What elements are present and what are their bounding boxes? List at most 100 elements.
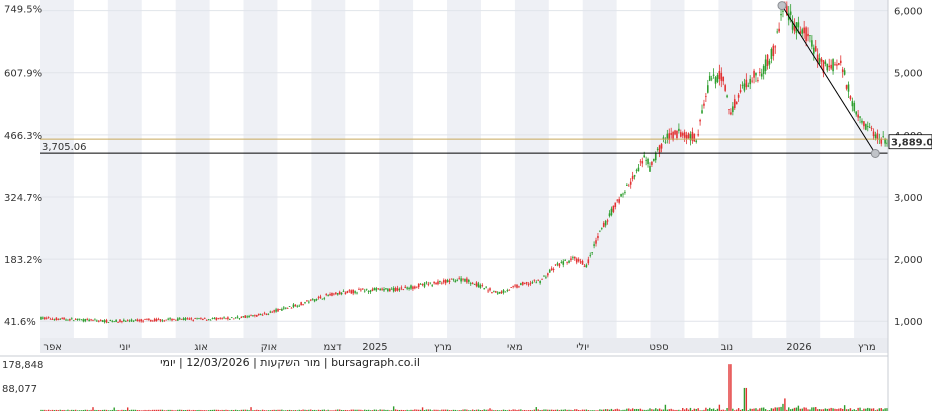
volume-bar <box>419 409 422 411</box>
candle-body <box>311 298 314 300</box>
candle-body <box>884 139 886 144</box>
candle-body <box>610 208 613 216</box>
candle-body <box>373 287 376 291</box>
volume-bar <box>547 409 549 411</box>
volume-bar <box>256 409 258 411</box>
candle-body <box>76 318 79 321</box>
candle-body <box>658 145 661 153</box>
candle-body <box>531 282 534 283</box>
candle-body <box>849 96 852 100</box>
candle-body <box>774 46 777 48</box>
candle-body <box>53 319 56 321</box>
volume-bar <box>126 407 129 411</box>
candle-body <box>466 278 468 283</box>
volume-bar <box>726 408 728 411</box>
candle-body <box>593 244 595 246</box>
volume-bar <box>240 409 243 411</box>
x-tick-label: 2025 <box>362 342 387 353</box>
candle-body <box>762 65 765 74</box>
month-band <box>786 0 821 353</box>
volume-bar <box>608 409 611 411</box>
volume-bar <box>655 408 657 411</box>
volume-bar <box>631 408 634 411</box>
candle-body <box>115 319 117 322</box>
candle-body <box>44 317 46 320</box>
candle-body <box>248 315 250 318</box>
volume-bar <box>645 409 647 411</box>
volume-bar <box>67 409 69 411</box>
candle-body <box>857 114 859 118</box>
candle-body <box>365 288 368 290</box>
candle-body <box>88 319 90 322</box>
candle-body <box>342 291 345 292</box>
candle-body <box>550 268 553 271</box>
gridlines <box>40 10 888 322</box>
last-price-label: 3,889.00 <box>891 138 932 149</box>
volume-bar <box>209 409 212 411</box>
last-price-box <box>888 134 932 150</box>
candle-body <box>99 320 102 322</box>
volume-bar <box>741 409 744 411</box>
volume-bar <box>603 409 605 411</box>
volume-bar <box>884 408 886 411</box>
candle-body <box>487 290 489 292</box>
candle-body <box>188 318 191 320</box>
candle-body <box>645 159 647 161</box>
candle-body <box>281 309 283 311</box>
candle-body <box>317 297 320 299</box>
volume-bar <box>552 409 555 411</box>
candle-body <box>495 291 497 293</box>
candle-body <box>732 106 734 113</box>
candle-body <box>614 202 617 207</box>
candle-body <box>246 316 248 318</box>
candle-body <box>103 320 106 323</box>
candle-body <box>568 260 570 263</box>
volume-bar <box>872 408 875 411</box>
candle-body <box>157 318 160 320</box>
candle-body <box>863 121 865 127</box>
candle-body <box>92 319 94 321</box>
candle-body <box>192 320 195 321</box>
volume-bar <box>59 409 61 411</box>
candle-body <box>138 320 141 322</box>
candle-body <box>360 289 362 291</box>
candle-body <box>764 59 767 71</box>
candle-body <box>298 305 301 307</box>
volume-bar <box>641 409 643 411</box>
candle-body <box>348 290 351 292</box>
candle-body <box>847 84 850 92</box>
candle-body <box>390 288 393 290</box>
volume-bar <box>712 408 715 411</box>
candle-body <box>608 213 611 217</box>
volume-bar <box>537 409 539 411</box>
volume-bar <box>581 409 584 411</box>
candle-body <box>429 282 432 284</box>
candle-body <box>167 318 169 320</box>
volume-bar <box>755 408 757 411</box>
month-band <box>650 0 685 353</box>
volume-bar <box>356 409 358 411</box>
volume-bar <box>570 409 572 411</box>
volume-bar <box>213 409 216 411</box>
candle-body <box>676 130 678 139</box>
candle-body <box>707 85 709 93</box>
candle-body <box>404 286 407 288</box>
volume-bar <box>610 408 613 411</box>
candle-body <box>269 311 272 313</box>
candle-body <box>448 280 451 283</box>
x-tick-label: מאי <box>507 342 523 353</box>
candle-body <box>275 309 277 312</box>
volume-bar <box>338 409 341 411</box>
volume-bar <box>583 409 586 411</box>
candle-body <box>442 280 445 283</box>
candle-body <box>352 289 354 294</box>
candle-body <box>575 258 578 263</box>
candle-body <box>851 101 854 107</box>
candle-body <box>516 284 518 288</box>
volume-bar <box>475 409 478 411</box>
candle-body <box>105 319 108 323</box>
volume-bar <box>809 409 811 411</box>
candle-body <box>539 280 541 284</box>
volume-bar <box>811 407 813 411</box>
candle-body <box>153 318 156 322</box>
